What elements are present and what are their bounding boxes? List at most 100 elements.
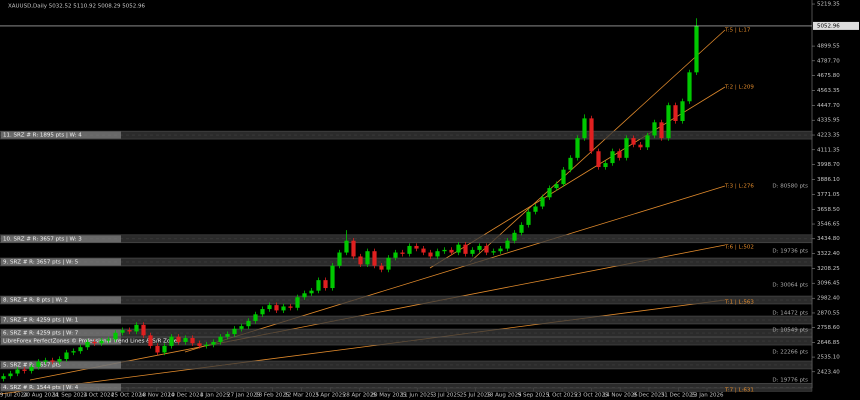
candle-body xyxy=(519,224,524,233)
candle-body xyxy=(372,251,377,266)
candle-body xyxy=(659,122,664,139)
x-tick-label: 28 Apr 2025 xyxy=(343,393,378,399)
x-tick-label: 20 Aug 2024 xyxy=(23,393,59,399)
y-tick-label: 3771.05 xyxy=(817,192,840,198)
candle-body xyxy=(687,72,692,102)
candle-body xyxy=(617,151,622,158)
candle-body xyxy=(512,232,517,241)
candle-body xyxy=(148,335,153,346)
x-tick-label: 20 May 2025 xyxy=(371,393,407,399)
y-tick-label: 4675.80 xyxy=(817,73,840,79)
candle-body xyxy=(407,245,412,254)
candle-body xyxy=(568,157,573,170)
candle-body xyxy=(309,290,314,294)
x-tick-label: 8 Dec 2025 xyxy=(633,393,665,399)
y-tick-label: 4111.35 xyxy=(817,147,840,153)
candle-body xyxy=(652,122,657,136)
x-tick-label: 18 Feb 2025 xyxy=(255,393,290,399)
candle-body xyxy=(603,163,608,168)
candle-body xyxy=(386,257,391,270)
candle-body xyxy=(36,361,41,367)
trend-label: T:5 | L:17 xyxy=(724,28,751,34)
x-tick-label: 11 Sep 2024 xyxy=(53,393,88,399)
x-tick-label: 11 Jun 2025 xyxy=(401,393,435,399)
candle-body xyxy=(540,197,545,207)
zone-label: 8. SRZ # R: 8 pts | W: 2 xyxy=(3,298,68,304)
zone-label-box xyxy=(1,131,121,139)
y-tick-label: 3546.65 xyxy=(817,222,840,228)
y-tick-label: 3658.50 xyxy=(817,207,840,213)
candle-body xyxy=(526,211,531,225)
y-tick-label: 4787.70 xyxy=(817,58,840,64)
zone-label: 10. SRZ # R: 3657 pts | W: 3 xyxy=(3,236,82,242)
candle-body xyxy=(477,245,482,250)
candle-body xyxy=(64,352,69,360)
candle-body xyxy=(113,332,118,340)
trend-label: T:2 | L:209 xyxy=(724,85,754,91)
x-tick-label: 9 Sep 2025 xyxy=(518,393,550,399)
candle-body xyxy=(498,248,503,252)
zone-band xyxy=(0,295,813,305)
distance-label: D: 30064 pts xyxy=(772,283,808,289)
candle-body xyxy=(29,366,34,371)
candle-body xyxy=(484,245,489,253)
candle-body xyxy=(435,251,440,257)
y-tick-label: 2758.60 xyxy=(817,325,840,331)
candle-body xyxy=(561,169,566,185)
candle-body xyxy=(624,138,629,158)
candle-body xyxy=(393,252,398,258)
trend-line xyxy=(29,244,726,381)
candle-body xyxy=(225,334,230,337)
y-tick-label: 4335.95 xyxy=(817,118,840,124)
candle-body xyxy=(239,326,244,329)
candle-body xyxy=(330,265,335,289)
distance-label: D: 22266 pts xyxy=(772,350,808,356)
candle-body xyxy=(92,341,97,344)
zone-band xyxy=(0,130,813,140)
candle-body xyxy=(582,118,587,139)
candle-body xyxy=(50,360,55,362)
zone-label-box xyxy=(1,329,121,337)
candle-body xyxy=(295,297,300,308)
x-tick-label: 14 Nov 2025 xyxy=(603,393,639,399)
candle-body xyxy=(379,265,384,270)
zone-band xyxy=(0,383,813,392)
zone-label-box xyxy=(1,296,121,304)
x-tick-label: 3 Jan 2025 xyxy=(200,393,230,399)
distance-label: D: 10549 pts xyxy=(772,328,808,334)
y-tick-label: 2423.40 xyxy=(817,369,840,375)
y-tick-label: 4899.55 xyxy=(817,44,840,50)
candle-body xyxy=(260,309,265,315)
zone-band xyxy=(0,257,813,267)
candle-body xyxy=(204,344,209,346)
zone-label: 7. SRZ # R: 4259 pts | W: 1 xyxy=(3,318,78,324)
candle-body xyxy=(421,248,426,253)
candle-body xyxy=(22,369,27,371)
zone-label-box xyxy=(1,235,121,243)
y-tick-label: 3886.10 xyxy=(817,177,840,183)
trend-label: T:1 | L:563 xyxy=(724,300,754,306)
zone-label: 6. SRZ # R: 4259 pts | W: 7 xyxy=(3,331,79,337)
zone-band xyxy=(0,234,813,244)
y-tick-label: 4563.35 xyxy=(817,88,840,94)
trend-label: T:6 | L:502 xyxy=(724,245,754,251)
zone-band xyxy=(0,336,813,346)
candle-body xyxy=(673,105,678,122)
current-price-label: 5052.96 xyxy=(817,23,840,29)
distance-label: D: 14472 pts xyxy=(772,311,808,317)
candle-body xyxy=(638,144,643,148)
x-tick-label: 27 Jan 2025 xyxy=(227,393,260,399)
candle-body xyxy=(358,256,363,265)
trend-label: T:7 | L:631 xyxy=(724,388,754,394)
candle-body xyxy=(155,345,160,353)
zone-label-box xyxy=(1,361,121,369)
y-tick-label: 2870.55 xyxy=(817,310,840,316)
zone-label-box xyxy=(1,337,121,345)
candle-body xyxy=(281,306,286,311)
candle-body xyxy=(400,252,405,254)
zone-label: 11. SRZ # R: 1895 pts | W: 4 xyxy=(3,133,82,139)
zone-label-box xyxy=(1,383,121,391)
candle-body xyxy=(274,305,279,311)
candle-body xyxy=(596,151,601,168)
candle-body xyxy=(15,369,20,374)
